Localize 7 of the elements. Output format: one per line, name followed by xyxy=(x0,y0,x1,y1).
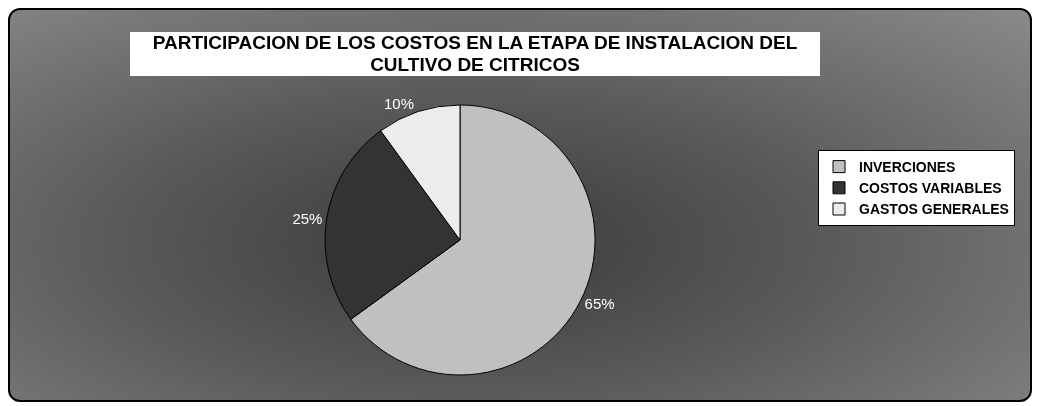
legend-label: GASTOS GENERALES xyxy=(859,201,1009,218)
data-label: 25% xyxy=(292,210,323,228)
chart-title: PARTICIPACION DE LOS COSTOS EN LA ETAPA DE INSTALACION DEL CULTIVO DE CITRICOS xyxy=(130,32,820,76)
data-label: 10% xyxy=(384,95,415,113)
legend-label: INVERCIONES xyxy=(859,159,956,176)
data-label: 65% xyxy=(584,294,615,312)
legend-label: COSTOS VARIABLES xyxy=(859,180,1002,197)
